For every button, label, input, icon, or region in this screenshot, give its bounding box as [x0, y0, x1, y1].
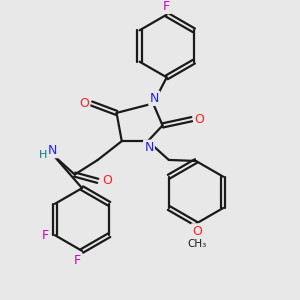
Text: N: N	[149, 92, 159, 105]
Text: O: O	[192, 224, 202, 238]
Text: F: F	[42, 229, 49, 242]
Text: N: N	[48, 144, 58, 157]
Text: F: F	[73, 254, 80, 267]
Text: O: O	[194, 113, 204, 126]
Text: H: H	[39, 150, 48, 160]
Text: CH₃: CH₃	[188, 238, 207, 249]
Text: O: O	[79, 97, 89, 110]
Text: O: O	[102, 174, 112, 187]
Text: F: F	[163, 0, 170, 13]
Text: N: N	[144, 141, 154, 154]
